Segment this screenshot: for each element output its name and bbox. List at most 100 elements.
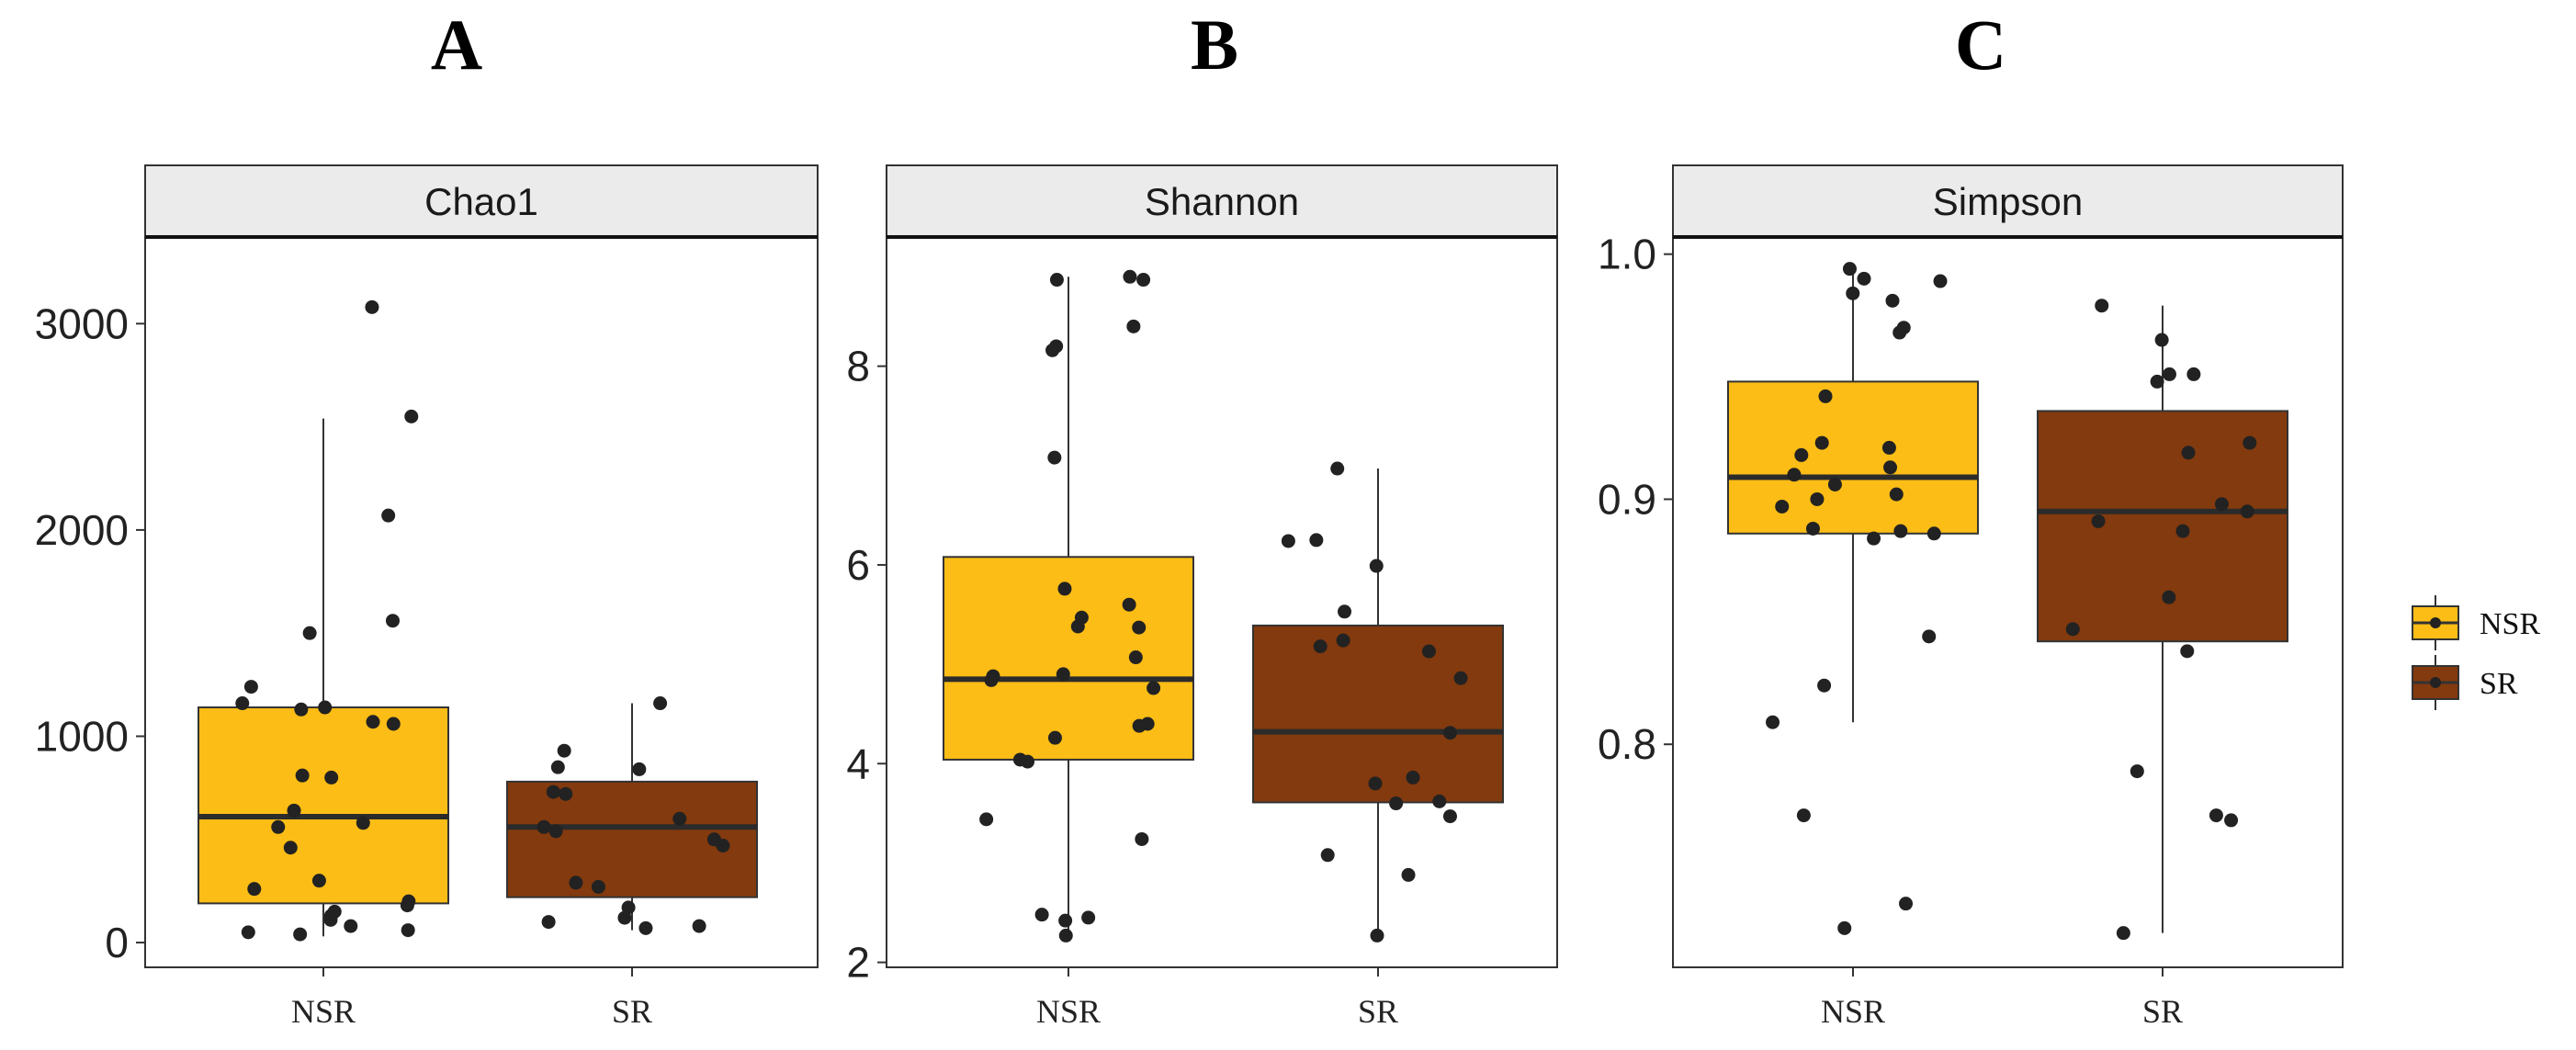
data-point [1281, 534, 1295, 548]
facet-strip [886, 164, 1558, 238]
data-point [1056, 667, 1070, 682]
data-point [385, 614, 400, 628]
data-point [2181, 446, 2196, 460]
data-point [1370, 928, 1384, 943]
data-point [2116, 926, 2130, 941]
panel-letter: C [1955, 5, 2006, 85]
data-point [716, 839, 730, 852]
y-tick-label: 6 [846, 541, 870, 589]
data-point [1892, 325, 1907, 340]
box-sr [1252, 624, 1504, 804]
chart-panel-b: B Shannon 2 4 6 8 NSR SR [846, 5, 1558, 1030]
data-point [1047, 450, 1062, 465]
data-point [1132, 718, 1147, 733]
data-point [979, 812, 994, 827]
y-tick-label: 2000 [35, 506, 129, 554]
data-point [365, 299, 379, 314]
data-point [1047, 730, 1062, 745]
data-point [1336, 633, 1350, 648]
data-point [1442, 726, 1457, 740]
data-point [295, 768, 310, 783]
data-point [247, 882, 262, 897]
data-point [2162, 590, 2176, 604]
y-tick-label: 8 [846, 343, 870, 390]
x-tick-label: NSR [291, 993, 356, 1030]
data-point [2091, 514, 2106, 528]
data-point [1857, 271, 1871, 286]
data-point [1432, 794, 1447, 808]
data-point [1309, 533, 1324, 548]
data-point [293, 927, 308, 942]
data-point [2186, 367, 2201, 381]
y-tick-label: 3000 [35, 299, 129, 347]
y-tick-label: 1.0 [1598, 231, 1656, 278]
data-point [404, 409, 419, 423]
data-point [386, 717, 401, 731]
data-point [1045, 343, 1060, 357]
box-nsr [198, 706, 449, 905]
data-point [559, 786, 573, 801]
chart-panel-c: C Simpson 0.8 0.9 1.0 NSR SR [1598, 5, 2344, 1030]
data-point [1846, 286, 1860, 300]
data-point [1313, 639, 1328, 654]
data-point [2175, 524, 2190, 538]
data-point [1814, 435, 1829, 450]
x-tick-label: SR [2142, 993, 2183, 1030]
data-point [1128, 650, 1143, 665]
data-point [591, 879, 605, 894]
facet-strip-title: Simpson [1933, 180, 2083, 223]
data-point [1132, 620, 1147, 635]
data-point [2154, 333, 2169, 347]
y-tick-label: 1000 [35, 712, 129, 760]
data-point [1057, 581, 1072, 596]
legend-key-nsr [2412, 595, 2459, 650]
y-tick-label: 0.9 [1598, 475, 1656, 523]
data-point [1442, 809, 1457, 824]
legend-point [2430, 617, 2441, 628]
legend-label: SR [2480, 667, 2518, 701]
data-point [302, 626, 317, 640]
data-point [241, 925, 255, 940]
data-point [318, 700, 333, 715]
data-point [1034, 908, 1049, 922]
data-point [1893, 524, 1908, 538]
data-point [1842, 262, 1857, 277]
data-point [1794, 447, 1809, 462]
data-point [1123, 269, 1137, 284]
data-point [1136, 273, 1151, 288]
data-point [243, 680, 258, 694]
data-point [2209, 808, 2223, 823]
data-point [311, 874, 326, 888]
data-point [546, 785, 560, 799]
data-point [569, 875, 583, 890]
data-point [984, 672, 999, 687]
data-point [1135, 831, 1149, 846]
data-point [537, 819, 551, 834]
data-point [1810, 491, 1825, 506]
data-point [1126, 319, 1141, 333]
facet-strip [144, 164, 819, 238]
data-point [548, 824, 563, 839]
data-point [2243, 435, 2257, 450]
data-point [1389, 796, 1404, 811]
data-point [1899, 897, 1914, 911]
data-point [1817, 678, 1832, 693]
y-tick-label: 0.8 [1598, 720, 1656, 768]
data-point [2065, 622, 2080, 637]
x-tick-label: NSR [1036, 993, 1101, 1030]
data-point [1766, 715, 1780, 729]
data-point [401, 923, 415, 938]
data-point [1147, 681, 1161, 695]
data-point [2180, 644, 2195, 659]
data-point [2150, 374, 2164, 389]
facet-strip [1672, 164, 2344, 238]
data-point [381, 508, 396, 523]
data-point [2095, 299, 2109, 313]
y-tick-label: 4 [846, 740, 870, 787]
data-point [1021, 754, 1035, 769]
data-point [541, 915, 556, 930]
data-point [2224, 813, 2239, 828]
data-point [1070, 619, 1085, 634]
data-point [356, 816, 370, 830]
